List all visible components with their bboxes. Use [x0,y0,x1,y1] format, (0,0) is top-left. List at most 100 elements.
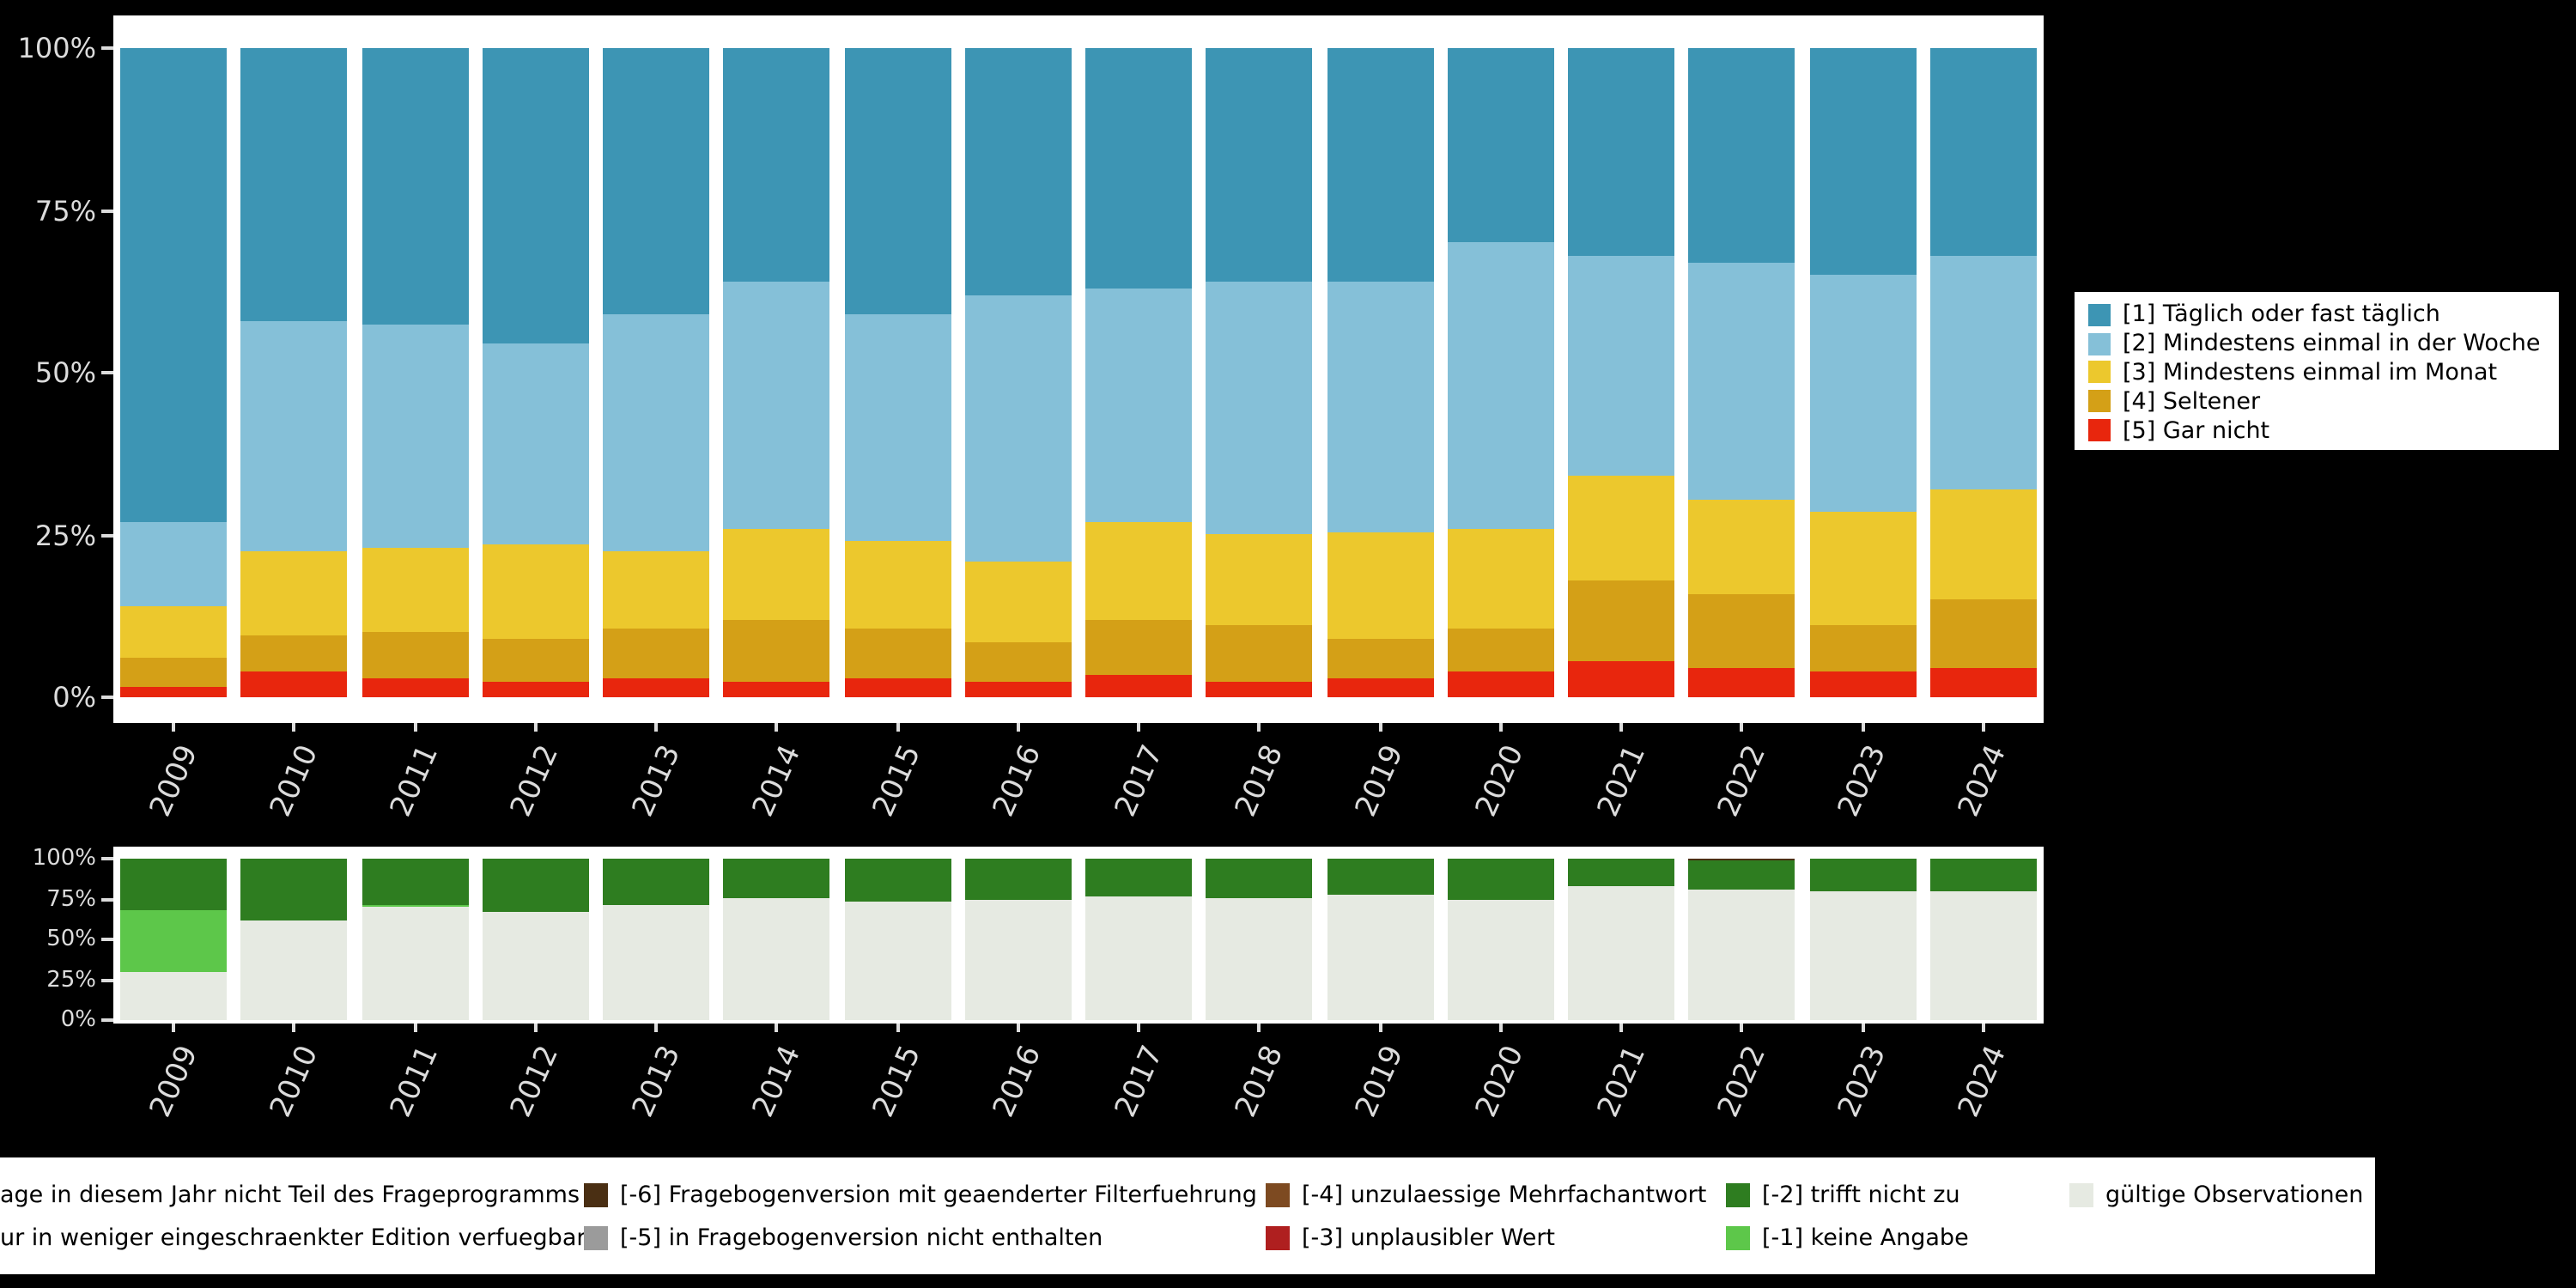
bar-2012 [482,859,589,1020]
bar-2014 [723,859,830,1020]
bar-segment [964,681,1072,697]
bar-2011 [361,859,468,1020]
bar-segment [240,920,348,1020]
legend-frequency: [1] Täglich oder fast täglich [2] Mindest… [2075,292,2559,450]
y-tick [101,1018,113,1022]
bar-2014 [723,48,830,697]
legend-color-swatch [1726,1226,1750,1250]
legend-label: [-2] trifft nicht zu [1762,1182,1960,1209]
bar-segment [1327,677,1433,697]
bar-segment [1085,48,1192,289]
x-tick [1257,723,1261,732]
bar-segment [1085,288,1192,522]
x-axis-label-2014: 2014 [746,1041,809,1123]
x-tick [533,723,538,732]
bar-segment [240,859,348,920]
bar-segment [1206,48,1313,283]
legend-label: ur in weniger eingeschraenkter Edition v… [0,1224,586,1252]
bar-segment [964,48,1072,295]
legend-color-swatch [2088,419,2111,442]
bar-2024 [1929,48,2037,697]
bar-segment [1929,489,2037,600]
bar-segment [120,859,227,911]
legend-color-swatch [1726,1183,1750,1207]
x-axis-label-2010: 2010 [264,740,326,823]
x-tick [775,1024,779,1032]
bar-segment [120,521,227,607]
x-axis-label-2014: 2014 [746,740,809,823]
x-tick [896,723,899,732]
legend-color-swatch [2088,332,2111,355]
bar-segment [1688,860,1795,890]
bar-2016 [964,859,1072,1020]
bar-segment [1327,532,1433,639]
bar-segment [964,641,1072,682]
legend-label: [-5] in Fragebogenversion nicht enthalte… [620,1224,1103,1252]
bar-segment [240,671,348,697]
bar-segment [1206,534,1313,626]
bar-2010 [240,48,348,697]
x-axis-label-2022: 2022 [1711,1041,1774,1123]
bar-segment [361,632,468,678]
legend-color-swatch [2088,361,2111,384]
y-axis-label: 0% [60,1007,96,1033]
bar-segment [482,681,589,697]
legend-label: gültige Observationen [2105,1182,2364,1209]
x-tick [172,1024,175,1032]
legend-color-swatch [584,1226,608,1250]
bar-segment [1327,638,1433,678]
legend-item: [4] Seltener [2088,387,2559,416]
x-tick [775,723,779,732]
bar-segment [120,48,227,522]
bar-segment [1568,859,1674,886]
bar-segment [603,677,709,697]
bar-segment [1929,48,2037,256]
legend-color-swatch [2069,1183,2093,1207]
bar-segment [1568,476,1674,580]
bar-segment [844,629,951,678]
bar-segment [723,282,830,529]
bar-segment [482,912,589,1020]
bar-segment [120,658,227,688]
x-axis-label-2015: 2015 [866,740,929,823]
legend-color-swatch [2088,303,2111,326]
bar-2019 [1327,48,1433,697]
bar-segment [1085,896,1192,1020]
legend-label: [5] Gar nicht [2123,416,2270,445]
bar-segment [723,859,830,898]
bar-segment [723,528,830,620]
legend-color-swatch [2088,390,2111,413]
y-axis-label: 25% [46,967,96,993]
legend-label: [-3] unplausibler Wert [1302,1224,1556,1252]
bar-segment [1206,282,1313,535]
bar-segment [603,905,709,1020]
x-axis-label-2017: 2017 [1108,1041,1170,1123]
bar-segment [1447,528,1554,629]
bar-segment [1809,671,1916,697]
bar-segment [844,541,951,629]
x-tick [1740,1024,1744,1032]
x-axis-label-2023: 2023 [1832,740,1894,823]
x-tick [1740,723,1744,732]
bar-2019 [1327,859,1433,1020]
bar-segment [1085,521,1192,620]
bar-segment [844,677,951,697]
bar-2017 [1085,48,1192,697]
bar-segment [1447,859,1554,901]
bar-2022 [1688,48,1795,697]
bar-segment [361,677,468,697]
x-tick [1137,1024,1140,1032]
x-axis-label-2021: 2021 [1590,1041,1653,1123]
bar-segment [482,638,589,682]
bar-segment [120,971,227,1020]
x-axis-label-2011: 2011 [384,740,447,823]
y-tick [101,857,113,860]
legend-label: [2] Mindestens einmal in der Woche [2123,330,2541,358]
bar-segment [240,320,348,551]
bar-segment [1327,48,1433,283]
x-tick [172,723,175,732]
x-axis-label-2019: 2019 [1349,740,1412,823]
x-axis-label-2021: 2021 [1590,740,1653,823]
bar-segment [361,907,468,1020]
bar-2024 [1929,859,2037,1020]
